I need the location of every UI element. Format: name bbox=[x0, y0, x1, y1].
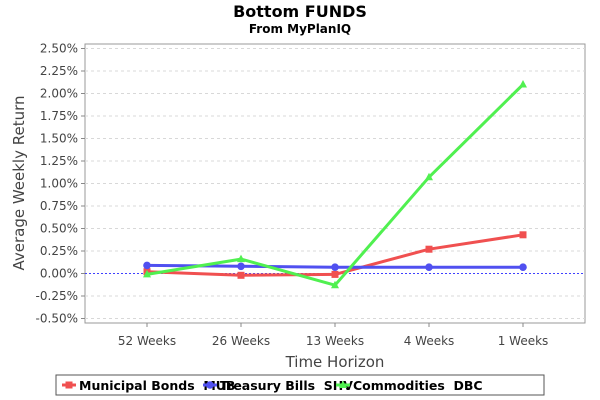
grid-lines bbox=[85, 48, 585, 319]
y-tick-label: 2.25% bbox=[40, 64, 78, 78]
legend-label: Treasury Bills SHV bbox=[220, 378, 353, 393]
data-point bbox=[237, 271, 245, 279]
legend-item: Municipal Bonds MUB bbox=[62, 378, 235, 393]
data-series bbox=[143, 80, 527, 289]
y-tick-label: 2.00% bbox=[40, 87, 78, 101]
data-point bbox=[425, 172, 433, 181]
x-tick-label: 4 Weeks bbox=[404, 334, 455, 348]
series-layer bbox=[143, 80, 527, 289]
x-axis-ticks: 52 Weeks 26 Weeks 13 Weeks 4 Weeks 1 Weeks bbox=[118, 323, 548, 348]
chart-subtitle: From MyPlanIQ bbox=[249, 22, 351, 36]
data-point bbox=[331, 270, 339, 278]
y-tick-label: 0.50% bbox=[40, 222, 78, 236]
y-tick-label: 0.00% bbox=[40, 267, 78, 281]
y-tick-label: 1.50% bbox=[40, 132, 78, 146]
data-point bbox=[331, 263, 339, 272]
data-point bbox=[206, 381, 214, 389]
x-tick-label: 13 Weeks bbox=[306, 334, 364, 348]
x-axis-title: Time Horizon bbox=[285, 353, 385, 371]
legend-box bbox=[55, 374, 545, 396]
x-tick-label: 1 Weeks bbox=[498, 334, 549, 348]
y-axis-ticks: -0.50% -0.25% 0.00% 0.25% 0.50% 0.75% 1.00% 1.2… bbox=[36, 42, 85, 326]
y-tick-label: -0.50% bbox=[36, 312, 78, 326]
chart-title: Bottom FUNDS bbox=[233, 2, 367, 21]
y-tick-label: 1.25% bbox=[40, 154, 78, 168]
legend-label: Municipal Bonds MUB bbox=[79, 378, 235, 393]
y-tick-label: 0.75% bbox=[40, 199, 78, 213]
legend-item: Treasury Bills SHV bbox=[203, 378, 353, 393]
data-point bbox=[143, 269, 151, 278]
data-series bbox=[143, 261, 527, 272]
y-tick-label: 2.50% bbox=[40, 42, 78, 56]
data-point bbox=[331, 280, 339, 289]
y-tick-label: 1.00% bbox=[40, 177, 78, 191]
y-axis-title: Average Weekly Return bbox=[10, 95, 28, 270]
data-point bbox=[65, 381, 73, 389]
data-point bbox=[425, 245, 433, 253]
data-point bbox=[425, 263, 433, 272]
data-point bbox=[519, 231, 527, 239]
data-point bbox=[143, 261, 151, 270]
legend-label: Commodities DBC bbox=[353, 378, 483, 393]
data-point bbox=[237, 262, 245, 271]
y-tick-label: 1.75% bbox=[40, 109, 78, 123]
x-tick-label: 26 Weeks bbox=[212, 334, 270, 348]
y-tick-label: 0.25% bbox=[40, 244, 78, 258]
legend-item: Commodities DBC bbox=[336, 378, 483, 393]
x-tick-label: 52 Weeks bbox=[118, 334, 176, 348]
data-point bbox=[339, 380, 347, 388]
data-point bbox=[519, 263, 527, 272]
data-point bbox=[519, 80, 527, 88]
y-tick-label: -0.25% bbox=[36, 289, 78, 303]
data-point bbox=[237, 254, 245, 263]
